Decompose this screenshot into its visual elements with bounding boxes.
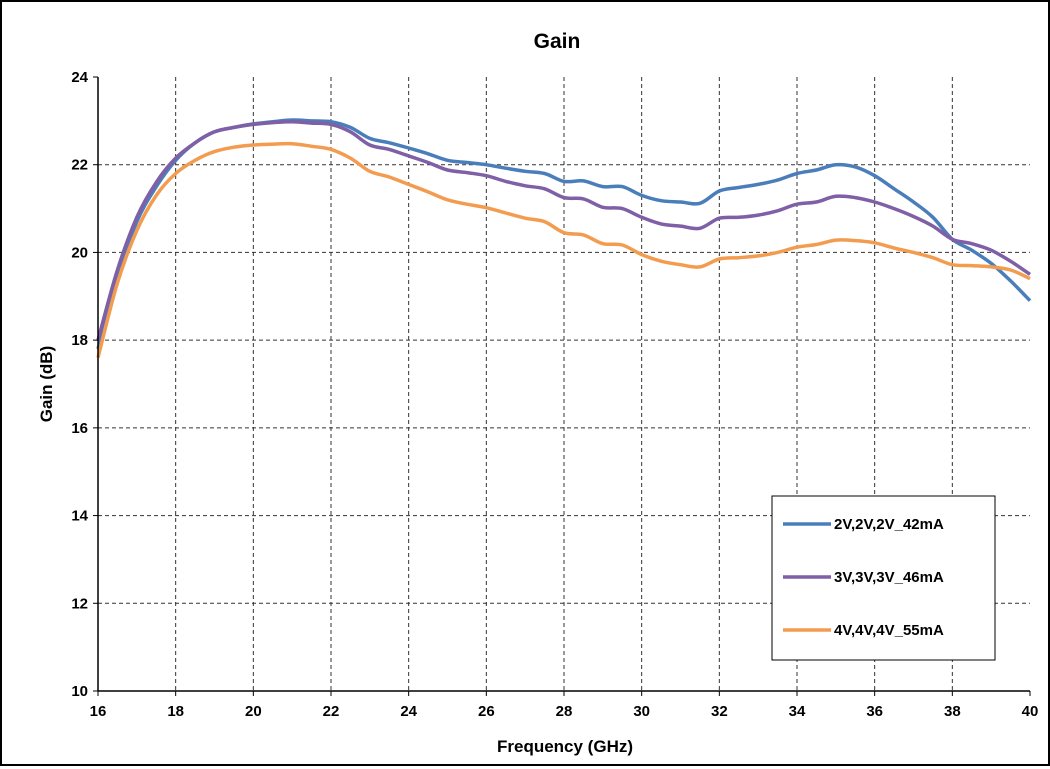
- x-tick-label: 20: [245, 703, 262, 720]
- x-tick-label: 30: [633, 703, 650, 720]
- y-axis-label: Gain (dB): [37, 346, 56, 423]
- x-tick-label: 16: [90, 703, 107, 720]
- x-tick-label: 32: [711, 703, 728, 720]
- legend-label-3: 4V,4V,4V_55mA: [834, 622, 944, 639]
- y-tick-label: 20: [71, 244, 88, 261]
- y-tick-label: 22: [71, 157, 88, 174]
- series-layer: [96, 118, 1032, 359]
- x-tick-labels: 16 18 20 22 24 26 28 30 32 34 36 38 40: [90, 691, 1039, 720]
- x-tick-label: 26: [478, 703, 495, 720]
- chart-title: Gain: [534, 30, 581, 53]
- x-tick-label: 36: [866, 703, 883, 720]
- legend-label-1: 2V,2V,2V_42mA: [834, 516, 944, 533]
- y-tick-label: 18: [71, 332, 88, 349]
- x-tick-label: 22: [323, 703, 340, 720]
- y-tick-label: 10: [71, 683, 88, 700]
- x-tick-label: 34: [789, 703, 806, 720]
- x-axis-label: Frequency (GHz): [497, 737, 633, 756]
- x-tick-label: 28: [556, 703, 573, 720]
- series-line-2: [96, 119, 1031, 341]
- legend: 2V,2V,2V_42mA 3V,3V,3V_46mA 4V,4V,4V_55mA: [771, 495, 996, 661]
- x-tick-label: 24: [400, 703, 417, 720]
- x-tick-label: 18: [167, 703, 184, 720]
- legend-label-2: 3V,3V,3V_46mA: [834, 569, 944, 586]
- x-tick-label: 38: [944, 703, 961, 720]
- y-tick-label: 24: [71, 69, 88, 86]
- y-tick-label: 14: [71, 508, 88, 525]
- y-tick-label: 12: [71, 595, 88, 612]
- series-line-3: [96, 141, 1031, 359]
- y-tick-labels: 10 12 14 16 18 20 22 24: [71, 69, 98, 700]
- y-tick-label: 16: [71, 420, 88, 437]
- x-tick-label: 40: [1022, 703, 1039, 720]
